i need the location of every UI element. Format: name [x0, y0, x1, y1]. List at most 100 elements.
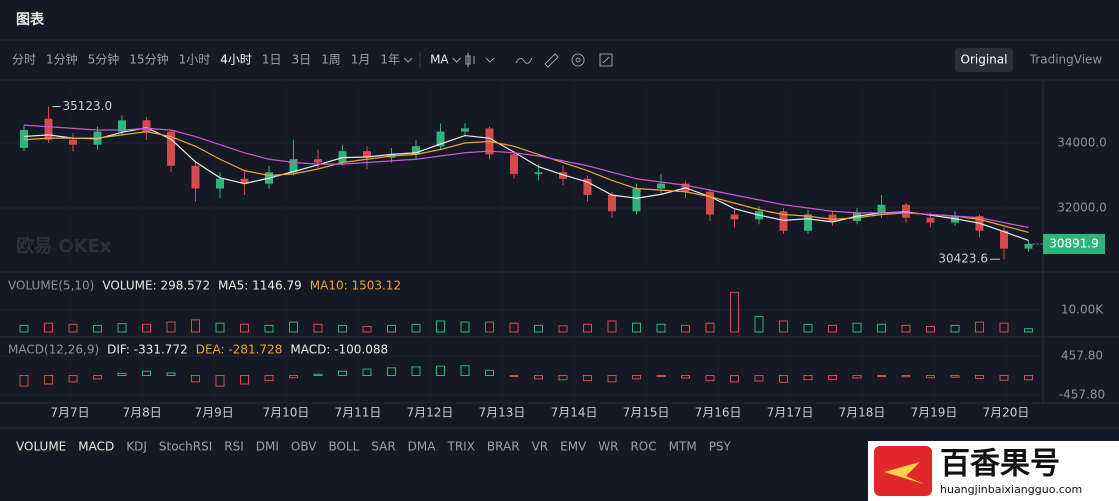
- interval-button[interactable]: 1周: [321, 53, 341, 67]
- indicator-tab[interactable]: KDJ: [126, 440, 147, 454]
- panel-readout: MACD: -100.088: [290, 343, 388, 357]
- macd-bar: [117, 372, 127, 376]
- indicator-tab[interactable]: BOLL: [328, 440, 359, 454]
- candle-body: [559, 172, 567, 179]
- candle-body: [951, 216, 959, 223]
- candle-body: [289, 159, 298, 173]
- volume-bar: [215, 322, 225, 333]
- volume-bar: [779, 320, 788, 333]
- volume-bar: [338, 324, 347, 333]
- volume-bar: [656, 323, 666, 333]
- indicator-button[interactable]: MA: [430, 53, 449, 67]
- macd-bar: [142, 370, 151, 376]
- panel-readout: DIF: -331.772: [107, 343, 188, 357]
- macd-bar: [803, 374, 813, 381]
- toolbar-icon[interactable]: [485, 57, 495, 63]
- macd-bar: [313, 373, 323, 376]
- x-tick-label: 7月13日: [479, 406, 526, 420]
- macd-bar: [460, 365, 470, 376]
- candle-body: [461, 128, 469, 132]
- toolbar-icon[interactable]: [465, 53, 475, 67]
- interval-button[interactable]: 1小时: [179, 53, 211, 67]
- indicator-tab[interactable]: VOLUME: [16, 440, 66, 454]
- interval-button[interactable]: 4小时: [220, 53, 252, 67]
- volume-bar: [313, 323, 323, 333]
- macd-bar: [558, 374, 568, 381]
- candle-body: [240, 178, 249, 184]
- macd-bar: [1024, 374, 1033, 381]
- interval-button[interactable]: 1月: [351, 53, 371, 67]
- indicator-tab[interactable]: OBV: [291, 440, 317, 454]
- indicator-tab[interactable]: DMA: [408, 440, 437, 454]
- macd-bar: [411, 366, 421, 376]
- x-tick-label: 7月19日: [910, 406, 957, 420]
- macd-bar: [166, 372, 176, 376]
- indicator-tab[interactable]: PSY: [709, 440, 732, 454]
- indicator-tab[interactable]: SAR: [371, 440, 395, 454]
- y-tick-label: 34000.0: [1057, 136, 1107, 150]
- x-tick-label: 7月7日: [50, 406, 89, 420]
- macd-bar: [607, 374, 617, 383]
- volume-bar: [901, 324, 911, 333]
- interval-button[interactable]: 分时: [12, 53, 36, 67]
- panel-readout: MA5: 1146.79: [218, 279, 302, 293]
- indicator-tab[interactable]: BRAR: [487, 440, 520, 454]
- volume-bar: [632, 322, 641, 333]
- volume-bar: [387, 324, 396, 333]
- volume-bar: [803, 323, 813, 333]
- volume-bar: [44, 322, 53, 333]
- y-tick-label: 32000.0: [1057, 201, 1107, 215]
- indicator-tab[interactable]: TRIX: [446, 440, 474, 454]
- interval-button[interactable]: 3日: [292, 53, 312, 67]
- macd-bar: [901, 374, 911, 378]
- ma-line: [23, 124, 1029, 229]
- macd-bar: [485, 369, 494, 376]
- interval-button[interactable]: 1年: [380, 53, 400, 67]
- macd-bar: [656, 374, 666, 377]
- volume-bar: [999, 322, 1009, 333]
- interval-button[interactable]: 1分钟: [46, 52, 78, 67]
- indicator-tab[interactable]: EMV: [560, 440, 587, 454]
- panel-header: VOLUME(5,10): [8, 279, 94, 293]
- volume-bar: [681, 324, 690, 333]
- volume-bar: [485, 321, 494, 333]
- indicator-tab[interactable]: RSI: [224, 440, 244, 454]
- indicator-tab[interactable]: MTM: [669, 440, 697, 454]
- interval-button[interactable]: 15分钟: [129, 52, 168, 67]
- dropdown-arrow: [403, 57, 413, 63]
- toolbar-icon[interactable]: [571, 53, 585, 67]
- x-tick-label: 7月16日: [695, 406, 742, 420]
- volume-bar: [877, 323, 886, 333]
- volume-bar: [460, 321, 470, 333]
- volume-bar: [68, 323, 78, 333]
- indicator-tab[interactable]: VR: [532, 440, 549, 454]
- candle-body: [608, 195, 616, 212]
- indicator-tab[interactable]: DMI: [256, 440, 279, 454]
- macd-bar: [877, 374, 886, 377]
- toolbar-icon[interactable]: [544, 53, 559, 68]
- indicator-tab[interactable]: WR: [598, 440, 618, 454]
- macd-bar: [436, 365, 445, 376]
- view-button[interactable]: TradingView: [1029, 53, 1103, 67]
- macd-bar: [44, 374, 53, 385]
- x-tick-label: 7月12日: [407, 406, 454, 420]
- interval-button[interactable]: 5分钟: [88, 52, 120, 67]
- panel-readout: DEA: -281.728: [196, 343, 283, 357]
- badge-name: 百香果号: [940, 447, 1060, 482]
- macd-bar: [779, 374, 788, 383]
- view-button-bg[interactable]: [955, 48, 1013, 72]
- indicator-tab[interactable]: ROC: [630, 440, 656, 454]
- interval-button[interactable]: 1日: [262, 53, 282, 67]
- candle-body: [853, 212, 861, 221]
- volume-bar: [558, 325, 568, 333]
- toolbar-icon[interactable]: [515, 57, 533, 64]
- candle-body: [804, 214, 812, 231]
- toolbar-icon[interactable]: [599, 53, 613, 67]
- macd-bar: [852, 374, 862, 379]
- view-button[interactable]: Original: [961, 53, 1008, 67]
- indicator-tab[interactable]: StochRSI: [159, 440, 212, 454]
- indicator-tab[interactable]: MACD: [78, 440, 114, 454]
- volume-bar: [754, 316, 764, 333]
- macd-bar: [362, 368, 372, 376]
- badge-url: huangjinbaixiangguo.com: [940, 483, 1082, 496]
